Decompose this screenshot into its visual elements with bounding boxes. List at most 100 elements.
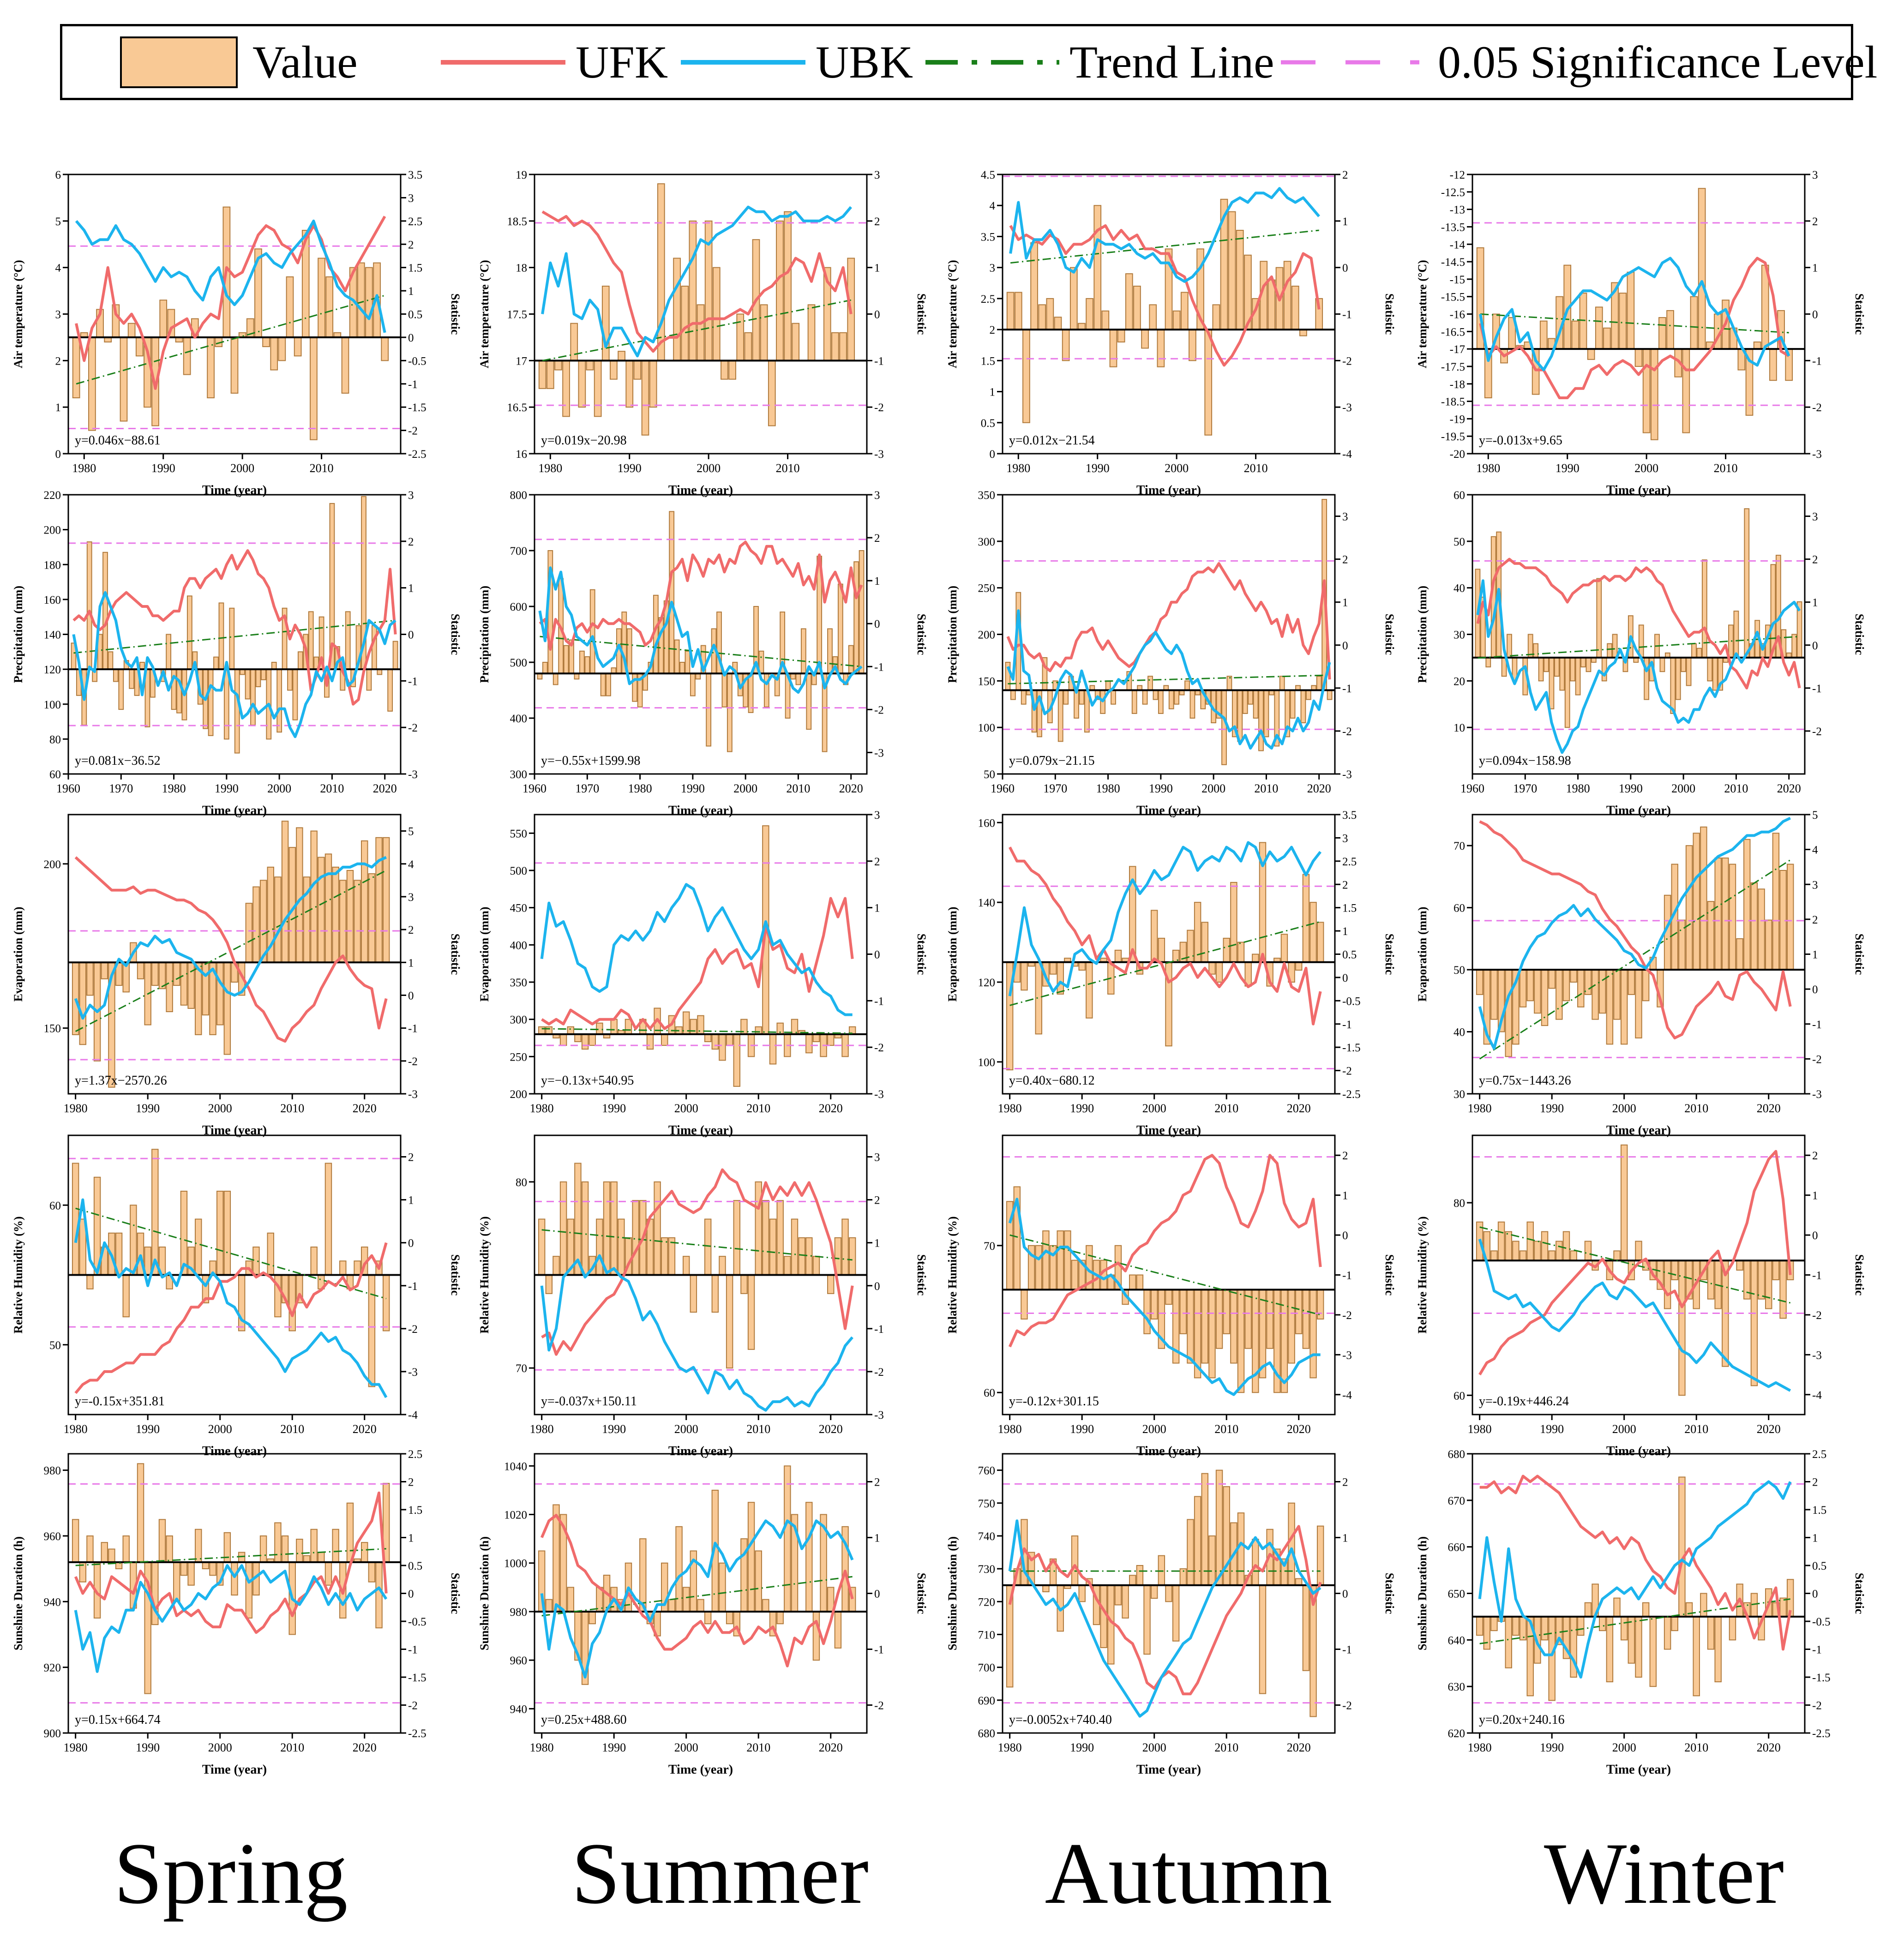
value-bar	[1544, 657, 1549, 672]
value-bar	[1150, 910, 1158, 963]
value-bar	[1141, 329, 1149, 349]
ufk-line	[541, 210, 853, 353]
value-bar	[1772, 1260, 1780, 1280]
value-bar	[755, 1026, 762, 1035]
value-bar	[1779, 1597, 1787, 1617]
value-bar	[674, 639, 680, 674]
legend-item-ufk: UFK	[441, 26, 668, 98]
trend-line	[75, 1207, 387, 1300]
value-bar	[183, 336, 191, 375]
y-tick-label: 940	[44, 1596, 61, 1608]
statistic-tick-label: 1	[1812, 1532, 1818, 1545]
value-bar	[341, 336, 349, 394]
value-bar	[1149, 304, 1157, 330]
trend-line	[73, 619, 396, 654]
statistic-tick-label: 4	[1812, 844, 1818, 857]
x-tick-label: 2000	[1142, 1102, 1166, 1115]
value-bar	[681, 286, 689, 361]
value-bar	[1627, 271, 1635, 350]
value-bar	[1642, 969, 1650, 1001]
x-tick-label: 2010	[746, 1741, 770, 1754]
value-bar	[812, 1256, 820, 1276]
value-bar	[159, 300, 168, 338]
value-bar	[1606, 969, 1614, 1045]
value-bar	[1057, 961, 1064, 995]
x-tick-label: 2010	[786, 782, 810, 795]
value-bar	[1133, 286, 1141, 330]
value-bar	[853, 561, 859, 674]
y-tick-label: 0	[55, 448, 61, 461]
value-bar	[784, 211, 792, 361]
value-bar	[726, 1611, 733, 1625]
value-bar	[180, 1191, 188, 1276]
value-bar	[234, 669, 240, 754]
legend-label-significance: 0.05 Significance Level	[1438, 36, 1878, 88]
y-tick-label: 0.5	[981, 417, 995, 430]
statistic-tick-label: -2	[408, 1323, 418, 1336]
statistic-tick-label: 3	[408, 489, 414, 502]
statistic-tick-label: -0.5	[408, 1616, 426, 1628]
value-bar	[1691, 643, 1697, 658]
ubk-line	[74, 856, 387, 1020]
value-bar	[721, 673, 727, 708]
value-bar	[368, 873, 376, 963]
value-bar	[719, 1033, 726, 1061]
value-bar	[1620, 1144, 1628, 1261]
value-bar	[1534, 1241, 1541, 1261]
y-tick-label: -14	[1450, 239, 1466, 251]
y-axis-label: Air temperature (°C)	[12, 260, 25, 368]
statistic-axis-label: Statistic	[915, 1573, 928, 1614]
value-bar	[553, 673, 559, 685]
trend-equation: y=-0.013x+9.65	[1479, 433, 1562, 448]
statistic-tick-label: -1	[408, 1280, 418, 1293]
value-bar	[135, 336, 144, 357]
value-bar	[276, 669, 282, 733]
value-bar	[1086, 961, 1093, 1019]
x-tick-label: 1980	[628, 782, 652, 795]
value-bar	[310, 336, 318, 440]
statistic-tick-label: 0	[1812, 1588, 1818, 1601]
value-bar	[366, 669, 372, 691]
value-bar	[1230, 882, 1237, 963]
statistic-tick-label: -2.5	[408, 1727, 426, 1740]
value-bar	[719, 1256, 726, 1276]
value-bar	[805, 1502, 813, 1612]
statistic-tick-label: 0	[874, 949, 880, 961]
trend-equation: y=0.15x+664.74	[75, 1713, 161, 1727]
value-bar	[726, 1274, 733, 1369]
value-bar	[733, 1033, 740, 1087]
value-bar	[1666, 310, 1674, 350]
statistic-tick-label: 3	[1812, 169, 1818, 181]
statistic-tick-label: -3	[874, 1088, 884, 1101]
value-bar	[553, 1256, 560, 1276]
x-tick-label: 2020	[819, 1102, 843, 1115]
y-axis-label: Relative Humidity (%)	[946, 1216, 959, 1333]
x-tick-label: 2010	[746, 1102, 770, 1115]
statistic-tick-label: 2	[408, 239, 414, 251]
statistic-tick-label: 1	[408, 957, 414, 969]
y-tick-label: 600	[510, 601, 528, 613]
x-tick-label: 2000	[1612, 1102, 1636, 1115]
statistic-tick-label: -2	[874, 1042, 884, 1054]
value-bar	[704, 1218, 712, 1276]
trend-equation: y=0.25x+488.60	[541, 1713, 627, 1727]
x-tick-label: 2000	[1142, 1741, 1166, 1754]
value-bar	[1690, 296, 1698, 350]
statistic-tick-label: 0	[1342, 1229, 1348, 1242]
x-tick-label: 1990	[602, 1422, 626, 1436]
x-tick-label: 2020	[353, 1422, 377, 1436]
value-bar	[1613, 1250, 1621, 1261]
value-bar	[1586, 657, 1592, 672]
value-bar	[151, 1149, 159, 1276]
value-bar	[1548, 969, 1556, 989]
statistic-tick-label: 1	[408, 285, 414, 298]
value-bar	[1671, 1260, 1678, 1280]
value-bar	[848, 645, 854, 674]
y-axis-label: Evaporation (mm)	[12, 907, 25, 1002]
value-bar	[1283, 261, 1291, 330]
panel-autumn-4: 1980 1990 2000 2010 2020 680 690 700 710 720 730 74…	[946, 1453, 1396, 1777]
statistic-axis-label: Statistic	[449, 614, 462, 655]
y-tick-label: 120	[978, 977, 996, 989]
ubk-line	[540, 883, 853, 1016]
value-bar	[1577, 1616, 1585, 1636]
